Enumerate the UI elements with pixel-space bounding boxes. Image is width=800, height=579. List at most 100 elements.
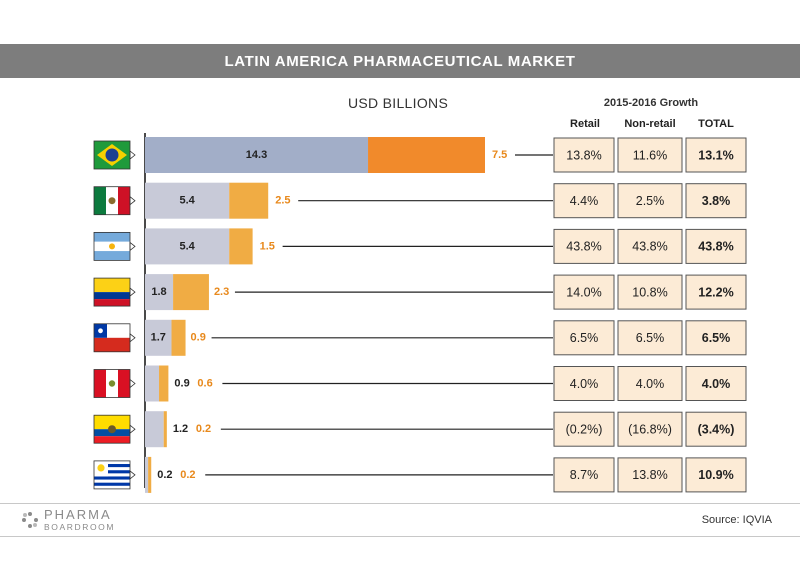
growth-value-nonretail: 4.0%: [636, 377, 665, 391]
ecuador-flag-icon: [93, 414, 136, 444]
bar-nonretail: [368, 137, 485, 173]
value-label-retail: 5.4: [179, 195, 195, 207]
brazil-flag-icon: [93, 140, 136, 170]
bar-retail: [145, 274, 174, 311]
bar-nonretail: [159, 365, 169, 402]
growth-cell-nonretail: [617, 457, 683, 493]
growth-cell-nonretail: [617, 274, 683, 310]
growth-value-retail: (0.2%): [566, 422, 603, 436]
growth-cell-nonretail: [617, 366, 683, 401]
chile-flag-icon: [93, 323, 136, 353]
growth-value-nonretail: 10.8%: [632, 285, 667, 299]
bar-retail: [145, 365, 160, 402]
growth-cell-retail: [553, 183, 615, 219]
value-label-nonretail: 0.6: [197, 377, 212, 389]
value-label-nonretail: 7.5: [492, 149, 507, 161]
value-label-retail: 1.2: [173, 423, 188, 435]
colombia-flag-icon: [93, 277, 136, 307]
growth-value-retail: 14.0%: [566, 285, 601, 299]
value-label-retail: 1.8: [151, 286, 166, 298]
growth-value-total: 6.5%: [702, 331, 731, 345]
growth-value-nonretail: (16.8%): [628, 422, 672, 436]
growth-value-nonretail: 13.8%: [632, 468, 667, 482]
bar-retail: [145, 319, 172, 356]
chart-title: LATIN AMERICA PHARMACEUTICAL MARKET: [0, 44, 800, 78]
growth-cell-total: [685, 457, 747, 493]
unit-label: USD BILLIONS: [348, 95, 449, 111]
growth-cell-retail: [553, 228, 615, 264]
growth-cell-nonretail: [617, 320, 683, 356]
uruguay-flag-icon: [93, 460, 136, 490]
bar-nonretail: [173, 274, 209, 311]
growth-cell-retail: [553, 137, 615, 173]
value-label-retail: 1.7: [151, 332, 166, 344]
value-label-nonretail: 1.5: [260, 240, 275, 252]
growth-cell-nonretail: [617, 411, 683, 447]
value-label-nonretail: 0.9: [191, 332, 206, 344]
column-header-nonretail: Non-retail: [624, 118, 676, 130]
growth-value-retail: 4.4%: [570, 194, 599, 208]
growth-cell-retail: [553, 274, 615, 310]
growth-cell-total: [685, 274, 747, 310]
value-label-nonretail: 0.2: [196, 423, 211, 435]
mexico-flag-icon: [93, 186, 136, 216]
value-label-nonretail: 2.5: [275, 195, 290, 207]
column-header-retail: Retail: [570, 118, 600, 130]
growth-cell-nonretail: [617, 228, 683, 264]
bar-retail: [145, 411, 164, 448]
growth-value-nonretail: 11.6%: [633, 148, 668, 162]
peru-flag-icon: [93, 369, 136, 398]
growth-value-total: 12.2%: [698, 285, 733, 299]
growth-value-retail: 43.8%: [566, 240, 601, 254]
growth-value-total: 10.9%: [698, 468, 733, 482]
bar-nonretail: [148, 456, 152, 493]
column-header-total: TOTAL: [698, 118, 734, 130]
growth-value-total: 3.8%: [702, 194, 731, 208]
growth-value-retail: 4.0%: [570, 377, 599, 391]
value-label-retail: 0.2: [157, 469, 172, 481]
growth-value-retail: 6.5%: [570, 331, 599, 345]
bar-nonretail: [229, 228, 253, 265]
growth-value-total: 4.0%: [702, 377, 731, 391]
growth-cell-retail: [553, 457, 615, 493]
growth-title: 2015-2016 Growth: [603, 97, 699, 109]
growth-cell-total: [685, 137, 747, 173]
argentina-flag-icon: [93, 231, 136, 261]
growth-value-retail: 8.7%: [570, 468, 599, 482]
value-label-retail: 5.4: [179, 240, 195, 252]
bar-retail: [145, 228, 230, 265]
growth-cell-retail: [553, 411, 615, 447]
growth-value-total: 13.1%: [698, 148, 733, 162]
growth-value-total: (3.4%): [698, 422, 735, 436]
growth-value-nonretail: 2.5%: [636, 194, 665, 208]
bar-nonretail: [171, 319, 186, 356]
growth-cell-total: [685, 366, 747, 401]
value-label-retail: 0.9: [174, 377, 189, 389]
growth-cell-nonretail: [617, 137, 683, 173]
pharmaboardroom-logo: PHARMA BOARDROOM: [22, 508, 115, 532]
logo-mark-icon: [22, 511, 38, 528]
footer-divider: [0, 536, 800, 537]
growth-cell-total: [685, 183, 747, 219]
growth-cell-total: [685, 411, 747, 447]
growth-value-nonretail: 43.8%: [632, 240, 667, 254]
value-label-nonretail: 2.3: [214, 286, 229, 298]
bar-retail: [145, 456, 149, 493]
growth-cell-total: [685, 228, 747, 264]
bar-chart: 14.3 7.5 13.8% 11.6% 13.1% 5.4 2.5 4.4% 2.5% 3.8%…: [93, 133, 747, 493]
growth-value-nonretail: 6.5%: [636, 331, 665, 345]
growth-cell-retail: [553, 366, 615, 401]
bar-nonretail: [163, 411, 167, 448]
bar-retail: [145, 137, 369, 173]
bar-retail: [145, 182, 230, 219]
bar-nonretail: [229, 182, 269, 219]
growth-cell-retail: [553, 320, 615, 356]
footer-divider: [0, 503, 800, 504]
value-label-nonretail: 0.2: [180, 469, 195, 481]
value-label-retail: 14.3: [246, 149, 267, 161]
growth-cell-total: [685, 320, 747, 356]
growth-cell-nonretail: [617, 183, 683, 219]
source-note: Source: IQVIA: [701, 514, 772, 526]
growth-value-retail: 13.8%: [566, 148, 601, 162]
growth-value-total: 43.8%: [698, 240, 733, 254]
